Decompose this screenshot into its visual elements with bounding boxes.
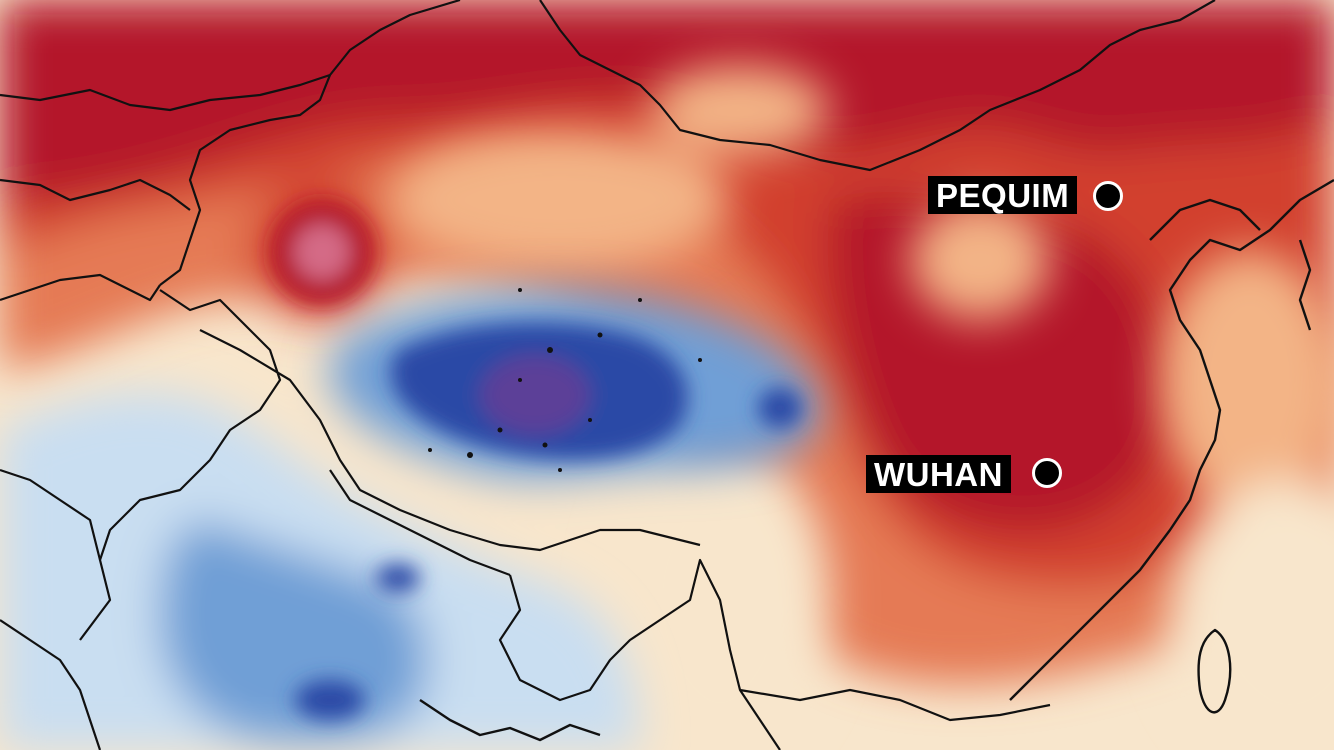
coast-bohai: [1149, 198, 1261, 241]
country-borders: [0, 0, 1216, 750]
cold-core: [295, 323, 802, 720]
coast-taiwan: [1197, 628, 1232, 714]
city-marker-wuhan: [1032, 458, 1062, 488]
plateau-lakes: [428, 288, 702, 472]
border-mongolia: [539, 0, 1216, 172]
warm-light-field: [390, 65, 1334, 750]
border-india-west-coast: [0, 468, 102, 561]
border-southwest: [0, 619, 102, 750]
border-bangladesh-myanmar: [498, 558, 781, 750]
border-kazakhstan-china: [159, 74, 332, 286]
coast-east-china: [1009, 178, 1334, 701]
border-nepal: [329, 469, 511, 577]
city-label-wuhan: WUHAN: [866, 455, 1011, 493]
coast-korea: [1298, 239, 1312, 331]
city-marker-beijing: [1093, 181, 1123, 211]
border-russia-china-mongolia: [0, 0, 461, 112]
border-central-asia: [0, 178, 191, 211]
tarim-hotspot: [270, 200, 374, 304]
border-afghanistan-pakistan: [0, 273, 161, 302]
border-india-china: [199, 329, 701, 552]
coast-bay-of-bengal: [419, 699, 601, 742]
city-label-beijing: PEQUIM: [928, 176, 1078, 214]
coastlines: [419, 178, 1334, 742]
border-indochina: [739, 688, 1051, 722]
border-pakistan-india: [79, 289, 282, 641]
